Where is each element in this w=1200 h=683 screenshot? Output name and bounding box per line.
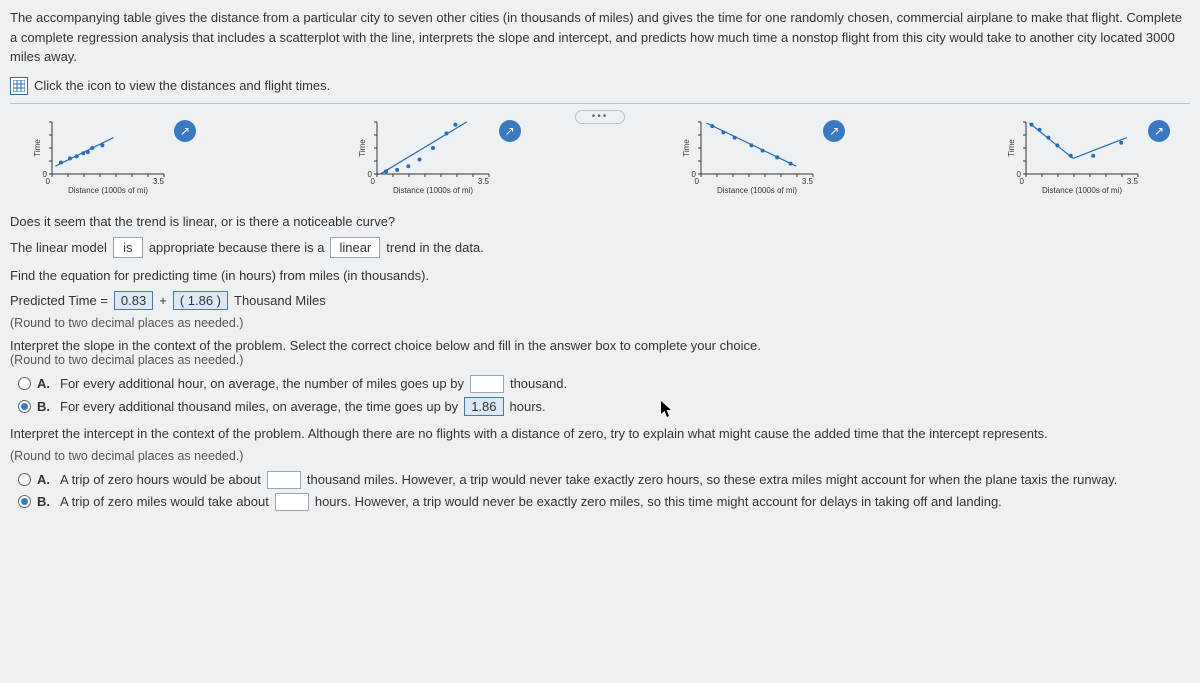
radio-icon	[18, 473, 31, 486]
svg-text:3.5: 3.5	[153, 177, 165, 186]
svg-text:Distance (1000s of mi): Distance (1000s of mi)	[717, 186, 797, 195]
text: hours. However, a trip would never be ex…	[315, 494, 1002, 509]
slope-option-a[interactable]: A. For every additional hour, on average…	[18, 375, 1190, 393]
expand-icon[interactable]: ↗	[499, 120, 521, 142]
expand-icon[interactable]: ↗	[1148, 120, 1170, 142]
chart-1[interactable]: 03.5Distance (1000s of mi)Time0↗	[30, 116, 196, 196]
expand-icon[interactable]: ↗	[823, 120, 845, 142]
radio-icon	[18, 495, 31, 508]
text: trend in the data.	[386, 240, 484, 255]
slope-input[interactable]: ( 1.86 )	[173, 291, 228, 310]
radio-icon	[18, 400, 31, 413]
blank-input[interactable]	[275, 493, 309, 511]
option-label: A.	[37, 376, 50, 391]
round-note-2: (Round to two decimal places as needed.)	[10, 353, 1190, 367]
text: For every additional thousand miles, on …	[60, 399, 458, 414]
question-intercept: Interpret the intercept in the context o…	[10, 426, 1190, 441]
option-label: B.	[37, 399, 50, 414]
blank-input[interactable]	[470, 375, 504, 393]
intercept-option-a[interactable]: A. A trip of zero hours would be about t…	[18, 471, 1190, 489]
more-pill[interactable]: •••	[575, 110, 625, 124]
round-note: (Round to two decimal places as needed.)	[10, 316, 1190, 330]
chart-plot: 03.5Distance (1000s of mi)Time0	[355, 116, 495, 196]
chart-2[interactable]: 03.5Distance (1000s of mi)Time0↗	[355, 116, 521, 196]
svg-text:0: 0	[43, 170, 48, 179]
question-trend: Does it seem that the trend is linear, o…	[10, 214, 1190, 229]
text: Thousand Miles	[234, 293, 326, 308]
dropdown-linear[interactable]: linear	[330, 237, 380, 258]
problem-intro: The accompanying table gives the distanc…	[10, 8, 1190, 67]
option-label: B.	[37, 494, 50, 509]
round-note-3: (Round to two decimal places as needed.)	[10, 449, 1190, 463]
question-equation: Find the equation for predicting time (i…	[10, 268, 1190, 283]
svg-text:0: 0	[367, 170, 372, 179]
svg-text:Distance (1000s of mi): Distance (1000s of mi)	[393, 186, 473, 195]
svg-text:Time: Time	[358, 138, 367, 156]
svg-text:Time: Time	[33, 138, 42, 156]
slope-value-input[interactable]: 1.86	[464, 397, 503, 416]
text: +	[159, 293, 167, 308]
data-link-text: Click the icon to view the distances and…	[34, 78, 330, 93]
text: hours.	[510, 399, 546, 414]
svg-text:0: 0	[692, 170, 697, 179]
svg-text:Distance (1000s of mi): Distance (1000s of mi)	[1042, 186, 1122, 195]
chart-3[interactable]: 03.5Distance (1000s of mi)Time0↗	[679, 116, 845, 196]
text: A trip of zero miles would take about	[60, 494, 269, 509]
text: Predicted Time =	[10, 293, 108, 308]
chart-plot: 03.5Distance (1000s of mi)Time0	[679, 116, 819, 196]
blank-input[interactable]	[267, 471, 301, 489]
data-link-row[interactable]: Click the icon to view the distances and…	[10, 77, 1190, 95]
text: thousand miles. However, a trip would ne…	[307, 472, 1118, 487]
question-slope: Interpret the slope in the context of th…	[10, 338, 1190, 353]
svg-text:3.5: 3.5	[802, 177, 814, 186]
svg-text:Time: Time	[682, 138, 691, 156]
svg-text:0: 0	[1017, 170, 1022, 179]
chart-plot: 03.5Distance (1000s of mi)Time0	[1004, 116, 1144, 196]
text: thousand.	[510, 376, 567, 391]
intercept-option-b[interactable]: B. A trip of zero miles would take about…	[18, 493, 1190, 511]
dropdown-is[interactable]: is	[113, 237, 143, 258]
slope-option-b[interactable]: B. For every additional thousand miles, …	[18, 397, 1190, 416]
table-icon	[10, 77, 28, 95]
answer-trend: The linear model is appropriate because …	[10, 237, 1190, 258]
text: appropriate because there is a	[149, 240, 325, 255]
text: The linear model	[10, 240, 107, 255]
svg-text:Time: Time	[1007, 138, 1016, 156]
chart-4[interactable]: 03.5Distance (1000s of mi)Time0↗	[1004, 116, 1170, 196]
expand-icon[interactable]: ↗	[174, 120, 196, 142]
option-label: A.	[37, 472, 50, 487]
chart-plot: 03.5Distance (1000s of mi)Time0	[30, 116, 170, 196]
text: A trip of zero hours would be about	[60, 472, 261, 487]
charts-row: ••• 03.5Distance (1000s of mi)Time0↗03.5…	[10, 116, 1190, 204]
divider	[10, 103, 1190, 104]
svg-text:3.5: 3.5	[478, 177, 490, 186]
radio-icon	[18, 377, 31, 390]
intercept-input[interactable]: 0.83	[114, 291, 153, 310]
svg-text:3.5: 3.5	[1127, 177, 1139, 186]
equation-line: Predicted Time = 0.83 + ( 1.86 ) Thousan…	[10, 291, 1190, 310]
svg-text:Distance (1000s of mi): Distance (1000s of mi)	[68, 186, 148, 195]
text: For every additional hour, on average, t…	[60, 376, 464, 391]
